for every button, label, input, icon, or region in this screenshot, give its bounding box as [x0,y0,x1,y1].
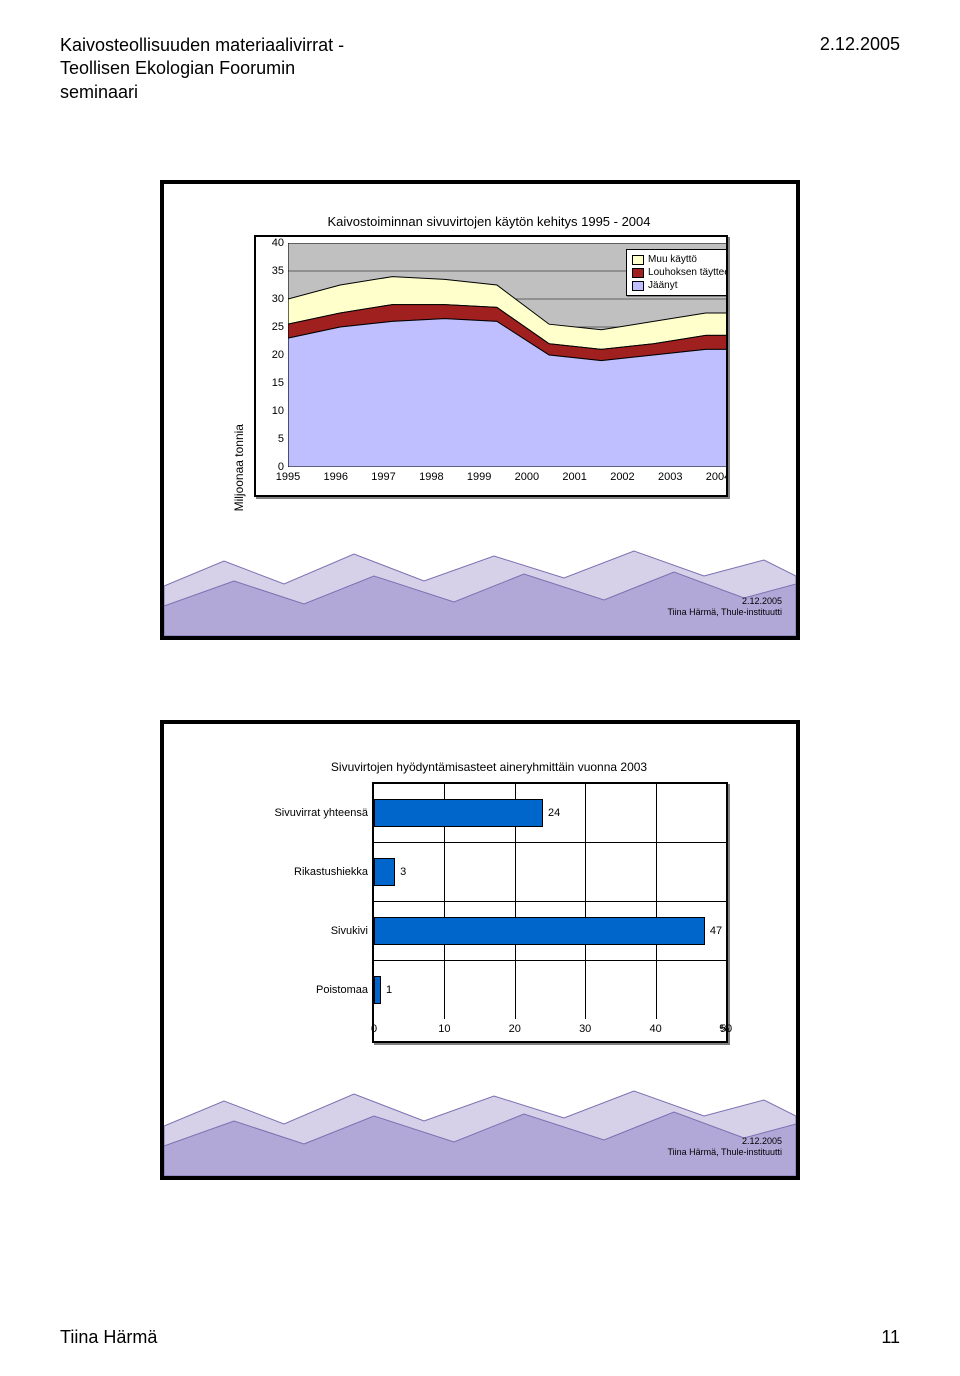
bar-chart-xtick: 40 [649,1023,661,1035]
header-title: Kaivosteollisuuden materiaalivirrat - Te… [60,34,344,104]
legend-label: Louhoksen täytteeksi [648,266,728,279]
area-chart-box: Muu käyttöLouhoksen täytteeksiJäänyt 051… [254,235,728,497]
area-chart-xtick: 2002 [610,471,634,483]
bar-fill [374,976,381,1004]
area-chart-ytick: 5 [278,433,284,445]
area-chart-xtick: 2004 [706,471,728,483]
header-title-line3: seminaari [60,82,138,102]
legend-label: Jäänyt [648,279,677,292]
credit-date: 2.12.2005 [667,1136,782,1147]
area-chart-xtick: 2003 [658,471,682,483]
area-legend-item: Jäänyt [632,279,728,292]
slide-mountains [164,1066,796,1176]
area-chart-xtick: 1995 [276,471,300,483]
area-chart-legend: Muu käyttöLouhoksen täytteeksiJäänyt [626,249,728,296]
bar-value-label: 47 [710,925,722,937]
page: Kaivosteollisuuden materiaalivirrat - Te… [0,0,960,1376]
bar-row: Sivuvirrat yhteensä24 [374,784,726,843]
legend-swatch [632,255,644,265]
bar-chart-xtick: 30 [579,1023,591,1035]
credit-date: 2.12.2005 [667,596,782,607]
slide-credit: 2.12.2005 Tiina Härmä, Thule-instituutti [667,1136,782,1158]
area-chart-xtick: 1999 [467,471,491,483]
bar-category-label: Rikastushiekka [256,866,368,878]
area-chart-ytick: 20 [272,349,284,361]
bar-row: Rikastushiekka3 [374,843,726,902]
header-title-line1: Kaivosteollisuuden materiaalivirrat - [60,35,344,55]
area-chart-xtick: 2001 [562,471,586,483]
bar-fill [374,858,395,886]
area-legend-item: Muu käyttö [632,253,728,266]
area-chart-xtick: 1996 [324,471,348,483]
slide-bar-chart: Sivuvirtojen hyödyntämisasteet aineryhmi… [160,720,800,1180]
header-date: 2.12.2005 [820,34,900,55]
header-title-line2: Teollisen Ekologian Foorumin [60,58,295,78]
bar-row: Poistomaa1 [374,961,726,1019]
credit-attribution: Tiina Härmä, Thule-instituutti [667,1147,782,1157]
bar-chart-xtick: 0 [371,1023,377,1035]
bar-chart-xticks: % 01020304050 [374,1019,726,1041]
bar-category-label: Sivukivi [256,925,368,937]
area-chart-xtick: 1997 [371,471,395,483]
area-legend-item: Louhoksen täytteeksi [632,266,728,279]
bar-fill [374,917,705,945]
bar-value-label: 3 [400,866,406,878]
area-chart-xtick: 1998 [419,471,443,483]
slide-area-chart: Kaivostoiminnan sivuvirtojen käytön kehi… [160,180,800,640]
credit-attribution: Tiina Härmä, Thule-instituutti [667,607,782,617]
area-chart-ytick: 40 [272,237,284,249]
bar-value-label: 24 [548,807,560,819]
area-chart: Kaivostoiminnan sivuvirtojen käytön kehi… [254,214,724,497]
slide-mountains [164,526,796,636]
area-chart-ytick: 10 [272,405,284,417]
bar-chart-box: Sivuvirrat yhteensä24Rikastushiekka3Sivu… [372,782,728,1043]
bar-category-label: Sivuvirrat yhteensä [256,807,368,819]
bar-chart: Sivuvirtojen hyödyntämisasteet aineryhmi… [254,760,724,1043]
bar-chart-xtick: 20 [509,1023,521,1035]
bar-fill [374,799,543,827]
legend-label: Muu käyttö [648,253,697,266]
area-chart-xtick: 2000 [515,471,539,483]
footer-author: Tiina Härmä [60,1327,157,1348]
area-chart-title: Kaivostoiminnan sivuvirtojen käytön kehi… [254,214,724,229]
slide-credit: 2.12.2005 Tiina Härmä, Thule-instituutti [667,596,782,618]
bar-category-label: Poistomaa [256,984,368,996]
bar-chart-xtick: 10 [438,1023,450,1035]
footer-page: 11 [881,1327,900,1348]
area-chart-ytick: 15 [272,377,284,389]
legend-swatch [632,281,644,291]
bar-row: Sivukivi47 [374,902,726,961]
area-chart-xticks: 1995199619971998199920002001200220032004 [288,471,718,489]
area-chart-ytick: 35 [272,265,284,277]
area-chart-yticks: 0510152025303540 [256,243,284,467]
legend-swatch [632,268,644,278]
area-chart-ytick: 30 [272,293,284,305]
area-chart-ylabel: Miljoonaa tonnia [232,424,246,511]
area-chart-ytick: 25 [272,321,284,333]
bar-chart-xtick: 50 [720,1023,732,1035]
bar-value-label: 1 [386,984,392,996]
bar-chart-title: Sivuvirtojen hyödyntämisasteet aineryhmi… [254,760,724,774]
